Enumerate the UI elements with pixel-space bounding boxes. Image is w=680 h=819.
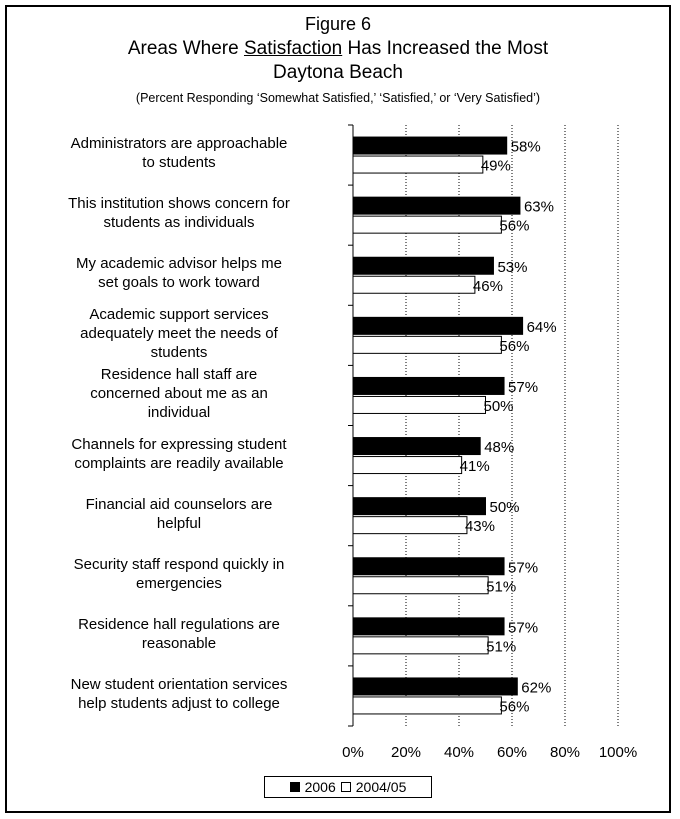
bar-2006 <box>352 316 524 335</box>
bar-2006 <box>352 136 508 155</box>
category-label: New student orientation services help stu… <box>70 675 288 712</box>
chart-title: Areas Where Satisfaction Has Increased t… <box>0 38 676 60</box>
figure-label: Figure 6 <box>304 14 372 34</box>
x-tick-label: 60% <box>497 744 527 761</box>
data-label: 49% <box>481 158 511 175</box>
category-label: Security staff respond quickly in emergen… <box>73 555 285 592</box>
x-tick-label: 100% <box>599 744 637 761</box>
bar-2006 <box>352 376 505 395</box>
bar-2004-05 <box>352 275 476 294</box>
data-label: 48% <box>484 439 514 456</box>
bar-2004-05 <box>352 636 489 655</box>
data-label: 57% <box>508 619 538 636</box>
chart-note: (Percent Responding ‘Somewhat Satisfied,… <box>135 91 541 105</box>
bar-2006 <box>352 497 486 516</box>
data-label: 50% <box>490 499 520 516</box>
data-label: 62% <box>521 679 551 696</box>
bar-2006 <box>352 256 494 275</box>
data-label: 56% <box>499 338 529 355</box>
bar-2004-05 <box>352 696 502 715</box>
data-label: 63% <box>524 199 554 216</box>
bar-2004-05 <box>352 395 486 414</box>
title-underlined-word: Satisfaction <box>243 38 343 59</box>
category-label: Administrators are approachable to studen… <box>70 135 288 172</box>
bar-2006 <box>352 557 505 576</box>
data-label: 43% <box>465 518 495 535</box>
data-label: 57% <box>508 559 538 576</box>
data-label: 56% <box>499 698 529 715</box>
x-tick-label: 80% <box>550 744 580 761</box>
x-tick-label: 0% <box>342 744 364 761</box>
data-label: 51% <box>486 578 516 595</box>
bar-2004-05 <box>352 155 484 174</box>
bar-2004-05 <box>352 215 502 234</box>
data-label: 64% <box>527 319 557 336</box>
category-label: Financial aid counselors are helpful <box>85 495 273 532</box>
category-label: This institution shows concern for studen… <box>68 195 290 232</box>
data-label: 56% <box>499 218 529 235</box>
legend-label-2006: 2006 <box>304 779 336 795</box>
bar-2006 <box>352 437 481 456</box>
category-label: Residence hall regulations are reasonable <box>78 615 280 652</box>
x-tick-label: 20% <box>391 744 421 761</box>
bar-2006 <box>352 617 505 636</box>
figure-frame <box>5 5 671 813</box>
data-label: 51% <box>486 638 516 655</box>
data-label: 41% <box>460 458 490 475</box>
chart-subtitle: Daytona Beach <box>273 62 403 83</box>
bar-2006 <box>352 677 518 696</box>
data-label: 53% <box>497 259 527 276</box>
title-prefix: Areas Where <box>127 38 244 59</box>
bar-2004-05 <box>352 456 463 475</box>
category-label: Residence hall staff are concerned about … <box>90 365 268 421</box>
category-label: My academic advisor helps me set goals to… <box>76 255 282 292</box>
legend-swatch-2004-05 <box>340 782 351 792</box>
bar-2004-05 <box>352 576 489 595</box>
data-label: 57% <box>508 379 538 396</box>
title-suffix: Has Increased the Most <box>342 38 549 59</box>
bar-2006 <box>352 196 521 215</box>
data-label: 50% <box>484 398 514 415</box>
category-label: Academic support services adequately meet… <box>80 305 278 361</box>
category-label: Channels for expressing student complaint… <box>71 435 287 472</box>
legend-label-2004-05: 2004/05 <box>355 779 407 795</box>
x-tick-label: 40% <box>444 744 474 761</box>
bar-2004-05 <box>352 335 502 354</box>
data-label: 58% <box>511 139 541 156</box>
legend-swatch-2006 <box>289 782 300 792</box>
data-label: 46% <box>473 278 503 295</box>
legend: 2006 2004/05 <box>264 776 432 798</box>
bar-2004-05 <box>352 516 468 535</box>
